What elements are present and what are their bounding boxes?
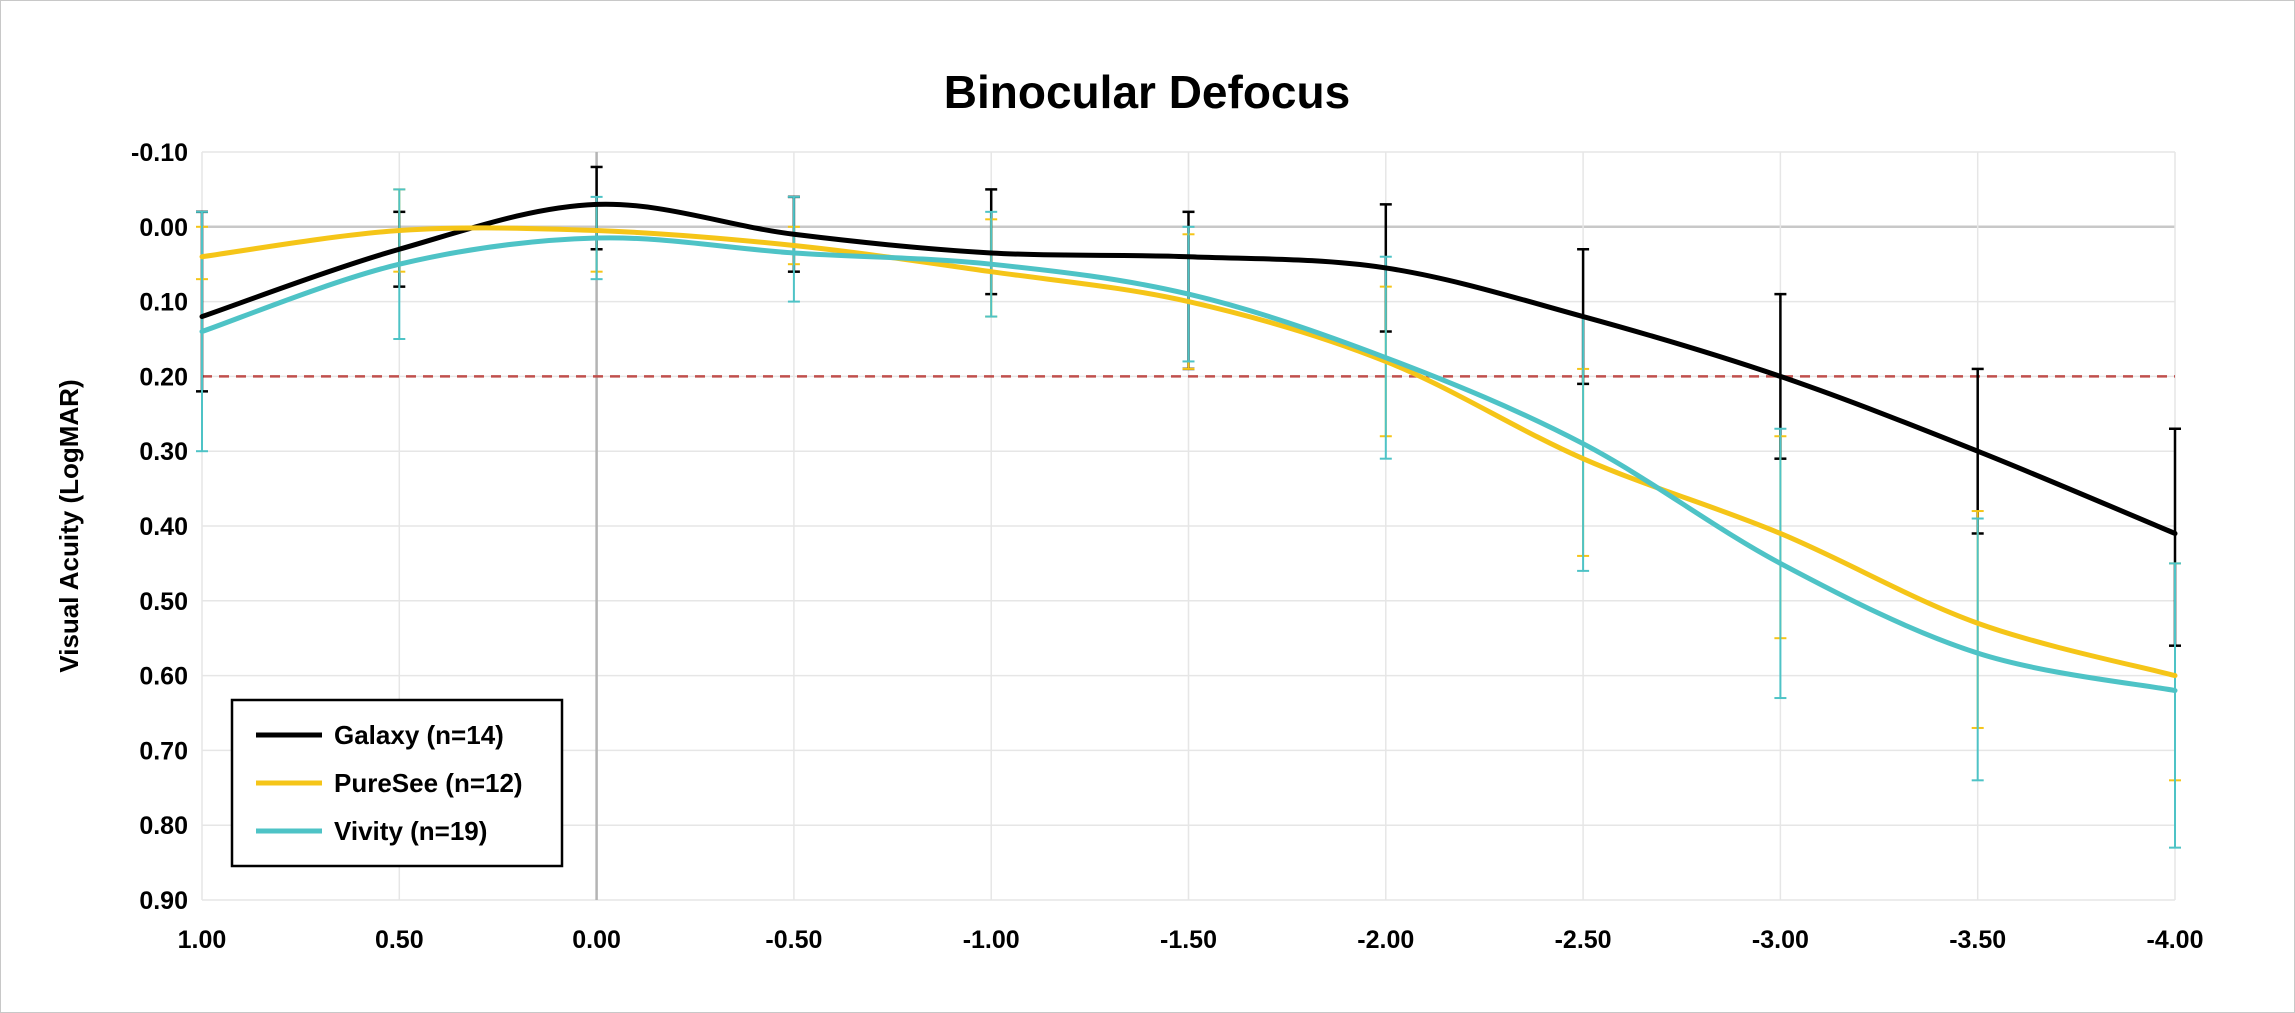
x-tick-label: -1.50 — [1160, 926, 1217, 954]
x-axis-tick-labels: 1.00 0.50 0.00 -0.50 -1.00 -1.50 -2.00 -2.50 -3.… — [178, 926, 2204, 954]
y-tick-label: 0.00 — [139, 214, 188, 242]
chart-title: Binocular Defocus — [944, 66, 1350, 118]
x-tick-label: 0.00 — [572, 926, 621, 954]
y-axis-title: Visual Acuity (LogMAR) — [54, 379, 84, 672]
x-tick-label: 0.50 — [375, 926, 424, 954]
x-tick-label: -1.00 — [963, 926, 1020, 954]
y-tick-label: 0.90 — [139, 887, 188, 915]
y-tick-label: 0.80 — [139, 812, 188, 840]
legend-label: Galaxy (n=14) — [334, 720, 504, 750]
y-tick-label: -0.10 — [131, 139, 188, 167]
legend-label: Vivity (n=19) — [334, 816, 487, 846]
y-tick-label: 0.50 — [139, 588, 188, 616]
x-tick-label: -2.00 — [1357, 926, 1414, 954]
y-tick-label: 0.40 — [139, 513, 188, 541]
y-tick-label: 0.10 — [139, 289, 188, 317]
legend: Galaxy (n=14) PureSee (n=12) Vivity (n=19) — [230, 698, 564, 868]
y-tick-label: 0.70 — [139, 737, 188, 765]
series-lines — [199, 201, 2178, 694]
x-tick-label: -3.00 — [1752, 926, 1809, 954]
series-line-3 — [199, 235, 2178, 694]
x-tick-label: -3.50 — [1949, 926, 2006, 954]
x-tick-label: -4.00 — [2147, 926, 2204, 954]
y-tick-label: 0.60 — [139, 663, 188, 691]
legend-label: PureSee (n=12) — [334, 768, 523, 798]
x-tick-label: -2.50 — [1555, 926, 1612, 954]
series-line-2 — [199, 225, 2178, 679]
x-tick-label: -0.50 — [765, 926, 822, 954]
x-tick-label: 1.00 — [178, 926, 227, 954]
y-tick-label: 0.20 — [139, 363, 188, 391]
y-axis-tick-labels: -0.10 0.00 0.10 0.20 0.30 0.40 0.50 0.60 0.70 0.8… — [131, 139, 188, 915]
series-line-1 — [199, 201, 2178, 536]
y-tick-label: 0.30 — [139, 438, 188, 466]
